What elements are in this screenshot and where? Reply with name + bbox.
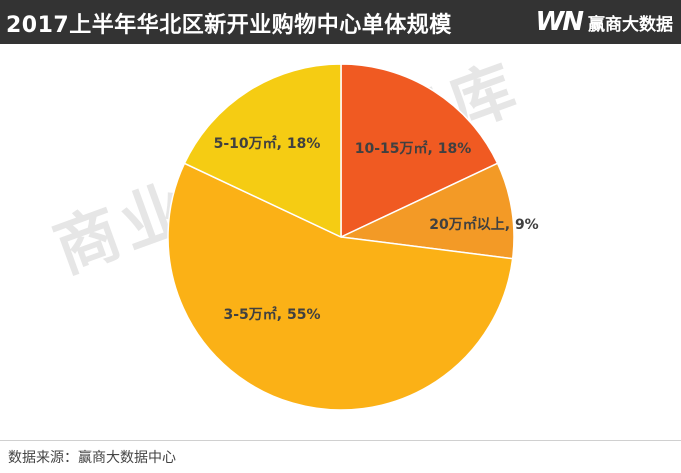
chart-header: 2017上半年华北区新开业购物中心单体规模 WN 赢商大数据 (0, 0, 681, 44)
chart-title: 2017上半年华北区新开业购物中心单体规模 (6, 13, 452, 38)
slice-label: 20万㎡以上, 9% (429, 216, 538, 233)
slice-label: 3-5万㎡, 55% (224, 306, 321, 323)
pie-slice (338, 162, 515, 260)
pie-slice (340, 63, 499, 239)
brand: WN 赢商大数据 (536, 6, 673, 38)
brand-name: 赢商大数据 (588, 14, 673, 35)
slice-label: 10-15万㎡, 18% (355, 140, 471, 157)
pie-slice (183, 63, 342, 239)
pie-chart: 10-15万㎡, 18% 20万㎡以上, 9% 3-5万㎡, 55% 5-10万㎡, … (167, 63, 539, 411)
data-source: 数据来源：赢商大数据中心 (8, 450, 176, 466)
pie-slice (167, 162, 514, 411)
footer: 数据来源：赢商大数据中心 (0, 440, 681, 473)
brand-logo-icon: WN (535, 7, 584, 37)
slice-label: 5-10万㎡, 18% (214, 135, 321, 152)
chart-area: 商业地产云智库 10-15万㎡, 18%20万㎡以上, 9%3-5万㎡, 55%… (0, 44, 681, 440)
